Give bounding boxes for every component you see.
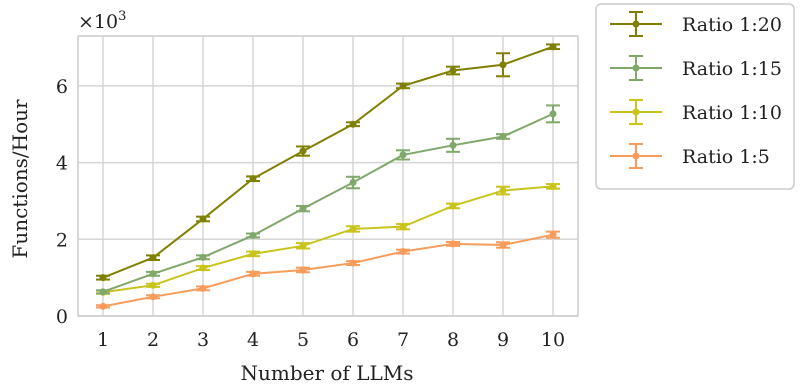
data-point bbox=[99, 274, 107, 282]
data-point bbox=[449, 141, 457, 149]
data-point bbox=[349, 259, 357, 267]
series-ratio-1-20 bbox=[96, 43, 560, 282]
data-point bbox=[549, 182, 557, 190]
data-point bbox=[399, 82, 407, 90]
y-scale-label: ×103 bbox=[78, 9, 126, 33]
series-line bbox=[102, 112, 554, 293]
data-point bbox=[449, 67, 457, 75]
series-group bbox=[96, 43, 560, 310]
data-point bbox=[349, 120, 357, 128]
plot-area bbox=[77, 35, 579, 317]
y-scale-exponent: 3 bbox=[118, 9, 126, 24]
series-ratio-1-5 bbox=[96, 230, 560, 310]
x-axis-label: Number of LLMs bbox=[240, 361, 413, 385]
x-tick-label: 2 bbox=[147, 329, 159, 351]
data-point bbox=[399, 223, 407, 231]
legend-item: Ratio 1:15 bbox=[610, 55, 782, 81]
series-ratio-1-10 bbox=[96, 182, 560, 296]
data-point bbox=[199, 284, 207, 292]
tick-labels: 1 2 3 4 5 6 7 8 9 10 0 2 4 6 bbox=[56, 76, 565, 351]
x-tick-label: 8 bbox=[447, 329, 459, 351]
series-line bbox=[102, 45, 554, 279]
data-point bbox=[399, 248, 407, 256]
y-tick-label: 4 bbox=[56, 153, 68, 175]
data-point bbox=[499, 61, 507, 69]
data-point bbox=[249, 270, 257, 278]
data-point bbox=[299, 205, 307, 213]
data-point bbox=[149, 254, 157, 262]
data-point bbox=[349, 179, 357, 187]
legend-frame bbox=[595, 3, 795, 190]
y-axis-label: Functions/Hour bbox=[8, 99, 32, 259]
data-point bbox=[499, 187, 507, 195]
data-point bbox=[249, 231, 257, 239]
data-point bbox=[99, 302, 107, 310]
x-tick-label: 10 bbox=[541, 329, 565, 351]
data-point bbox=[249, 175, 257, 183]
legend-marker bbox=[632, 108, 640, 116]
data-point bbox=[499, 132, 507, 140]
legend-label: Ratio 1:20 bbox=[682, 14, 782, 36]
series-ratio-1-15 bbox=[96, 104, 560, 296]
data-point bbox=[299, 147, 307, 155]
legend-label: Ratio 1:10 bbox=[682, 102, 782, 124]
data-point bbox=[449, 240, 457, 248]
data-point bbox=[449, 202, 457, 210]
data-point bbox=[199, 264, 207, 272]
data-point bbox=[349, 225, 357, 233]
y-tick-label: 2 bbox=[56, 229, 68, 251]
y-tick-label: 0 bbox=[56, 306, 68, 328]
data-point bbox=[199, 253, 207, 261]
legend-marker bbox=[632, 64, 640, 72]
data-point bbox=[149, 270, 157, 278]
data-point bbox=[299, 242, 307, 250]
data-point bbox=[549, 43, 557, 51]
x-tick-label: 3 bbox=[197, 329, 209, 351]
legend-item: Ratio 1:10 bbox=[610, 99, 782, 125]
legend-label: Ratio 1:5 bbox=[682, 146, 770, 168]
legend-item: Ratio 1:20 bbox=[610, 11, 782, 37]
legend: Ratio 1:20 Ratio 1:15 Ratio 1:10 Ratio 1:5 bbox=[595, 3, 795, 190]
x-tick-label: 5 bbox=[297, 329, 309, 351]
data-point bbox=[249, 250, 257, 258]
x-tick-label: 4 bbox=[247, 329, 259, 351]
legend-marker bbox=[632, 20, 640, 28]
data-point bbox=[149, 293, 157, 301]
data-point bbox=[399, 151, 407, 159]
data-point bbox=[549, 231, 557, 239]
legend-label: Ratio 1:15 bbox=[682, 58, 782, 80]
x-tick-label: 1 bbox=[97, 329, 109, 351]
x-tick-label: 6 bbox=[347, 329, 359, 351]
legend-item: Ratio 1:5 bbox=[610, 143, 770, 169]
series-line bbox=[102, 185, 554, 294]
data-point bbox=[199, 215, 207, 223]
data-point bbox=[549, 110, 557, 118]
series-line bbox=[102, 233, 554, 308]
legend-marker bbox=[632, 152, 640, 160]
data-point bbox=[99, 288, 107, 296]
x-tick-label: 9 bbox=[497, 329, 509, 351]
data-point bbox=[299, 266, 307, 274]
x-tick-label: 7 bbox=[397, 329, 409, 351]
data-point bbox=[149, 281, 157, 289]
data-point bbox=[499, 241, 507, 249]
y-tick-label: 6 bbox=[56, 76, 68, 98]
